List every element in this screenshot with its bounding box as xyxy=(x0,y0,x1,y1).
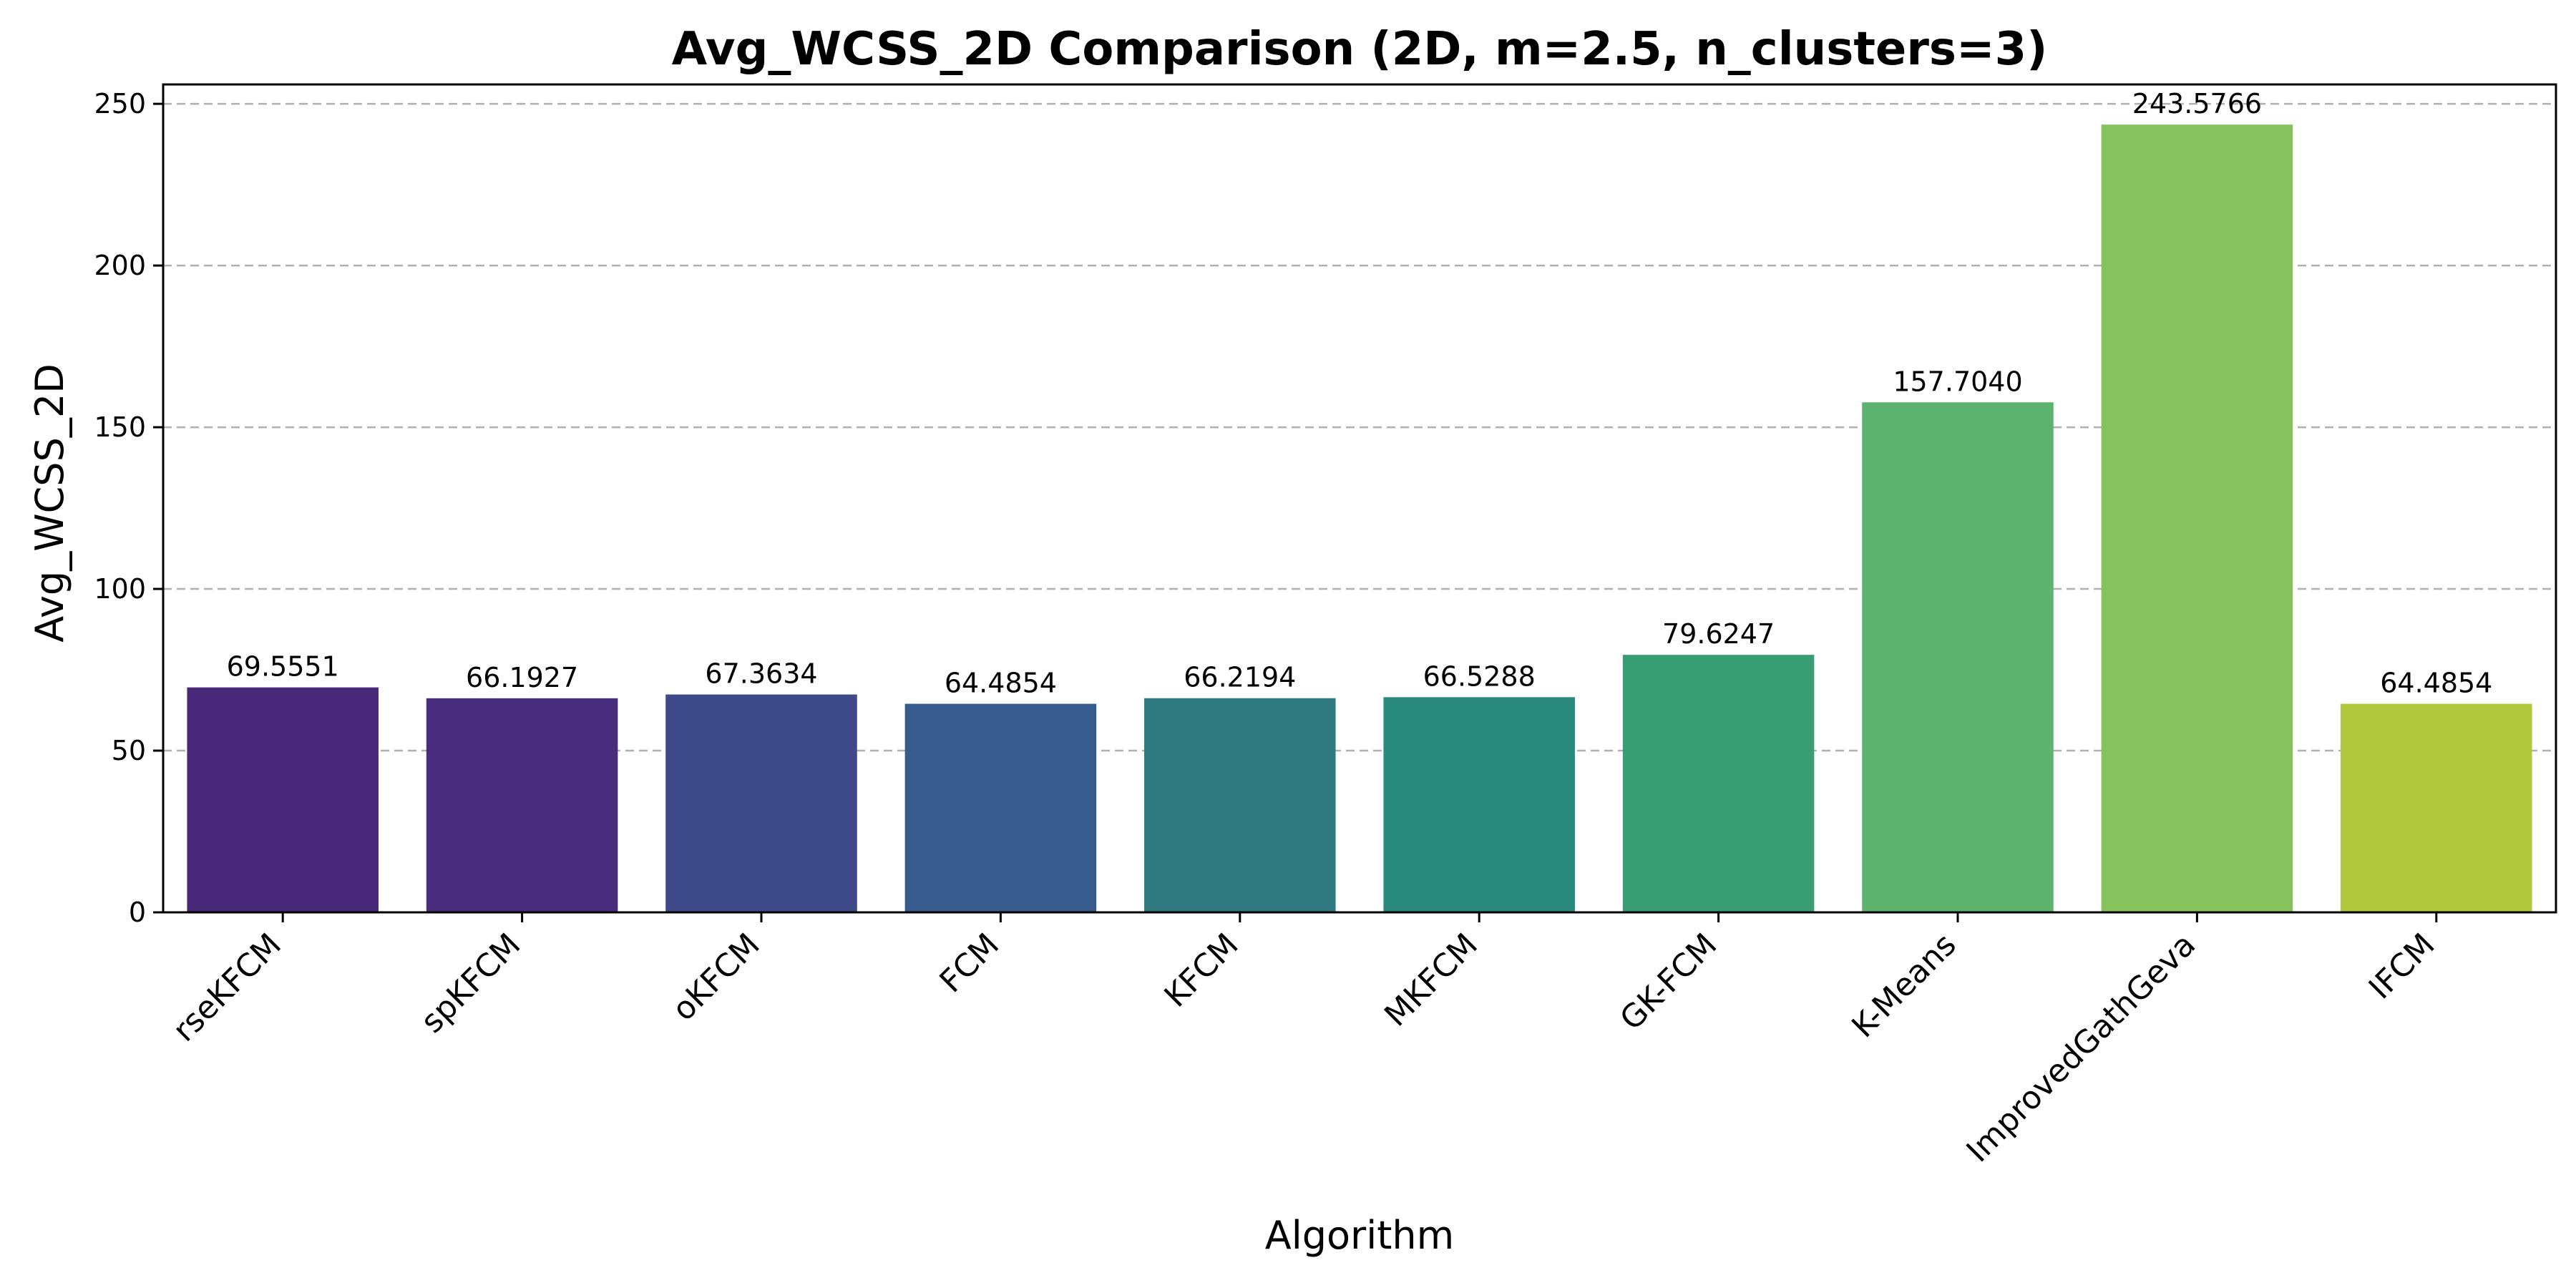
y-axis-ticks: 0 50 100 150 200 250 xyxy=(94,88,163,928)
data-label-IFCM: 64.4854 xyxy=(2380,668,2492,699)
data-label-oKFCM: 67.3634 xyxy=(705,658,817,690)
bar-oKFCM xyxy=(665,694,857,912)
bar-MKFCM xyxy=(1383,697,1575,912)
y-axis-label: Avg_WCSS_2D xyxy=(27,364,72,643)
data-label-ImprovedGathGeva: 243.5766 xyxy=(2132,88,2262,119)
data-label-K-Means: 157.7040 xyxy=(1893,366,2022,397)
x-tick-label-IFCM: IFCM xyxy=(2362,927,2442,1007)
y-tick-label: 200 xyxy=(94,250,146,281)
x-axis-ticks: rseKFCM spKFCM oKFCM FCM KFCM MKFCM GK-FCM K-Me… xyxy=(166,912,2442,1169)
data-label-GK-FCM: 79.6247 xyxy=(1662,618,1775,650)
plot-frame xyxy=(162,83,2557,914)
bar-K-Means xyxy=(1862,402,2054,912)
y-tick-label: 50 xyxy=(112,735,146,766)
x-tick-label-rseKFCM: rseKFCM xyxy=(166,927,288,1049)
data-label-spKFCM: 66.1927 xyxy=(466,662,578,693)
y-tick-label: 250 xyxy=(94,88,146,119)
y-tick-label: 100 xyxy=(94,573,146,605)
x-tick-label-KFCM: KFCM xyxy=(1158,927,1246,1015)
data-label-FCM: 64.4854 xyxy=(945,668,1057,699)
bar-FCM xyxy=(904,703,1097,912)
x-tick-label-ImprovedGathGeva: ImprovedGathGeva xyxy=(1960,927,2203,1170)
x-axis-label: Algorithm xyxy=(1265,1213,1454,1258)
x-tick-label-FCM: FCM xyxy=(933,927,1007,1000)
chart-title: Avg_WCSS_2D Comparison (2D, m=2.5, n_clu… xyxy=(672,23,2048,76)
x-tick-label-MKFCM: MKFCM xyxy=(1377,927,1485,1034)
data-label-rseKFCM: 69.5551 xyxy=(227,651,339,683)
bars xyxy=(187,125,2532,912)
bar-GK-FCM xyxy=(1622,655,1815,912)
x-tick-label-GK-FCM: GK-FCM xyxy=(1613,927,1724,1038)
bar-rseKFCM xyxy=(187,687,379,912)
y-tick-label: 0 xyxy=(129,897,146,928)
x-tick-label-spKFCM: spKFCM xyxy=(414,927,527,1040)
bar-ImprovedGathGeva xyxy=(2101,125,2293,912)
bar-KFCM xyxy=(1144,698,1336,912)
bar-spKFCM xyxy=(426,698,618,912)
data-labels: 69.5551 66.1927 67.3634 64.4854 66.2194 66.52… xyxy=(227,88,2493,698)
data-label-KFCM: 66.2194 xyxy=(1184,662,1296,693)
x-tick-label-oKFCM: oKFCM xyxy=(665,927,767,1028)
x-tick-label-K-Means: K-Means xyxy=(1845,927,1963,1045)
data-label-MKFCM: 66.5288 xyxy=(1423,660,1536,692)
bar-IFCM xyxy=(2341,703,2532,912)
y-tick-label: 150 xyxy=(94,411,146,443)
